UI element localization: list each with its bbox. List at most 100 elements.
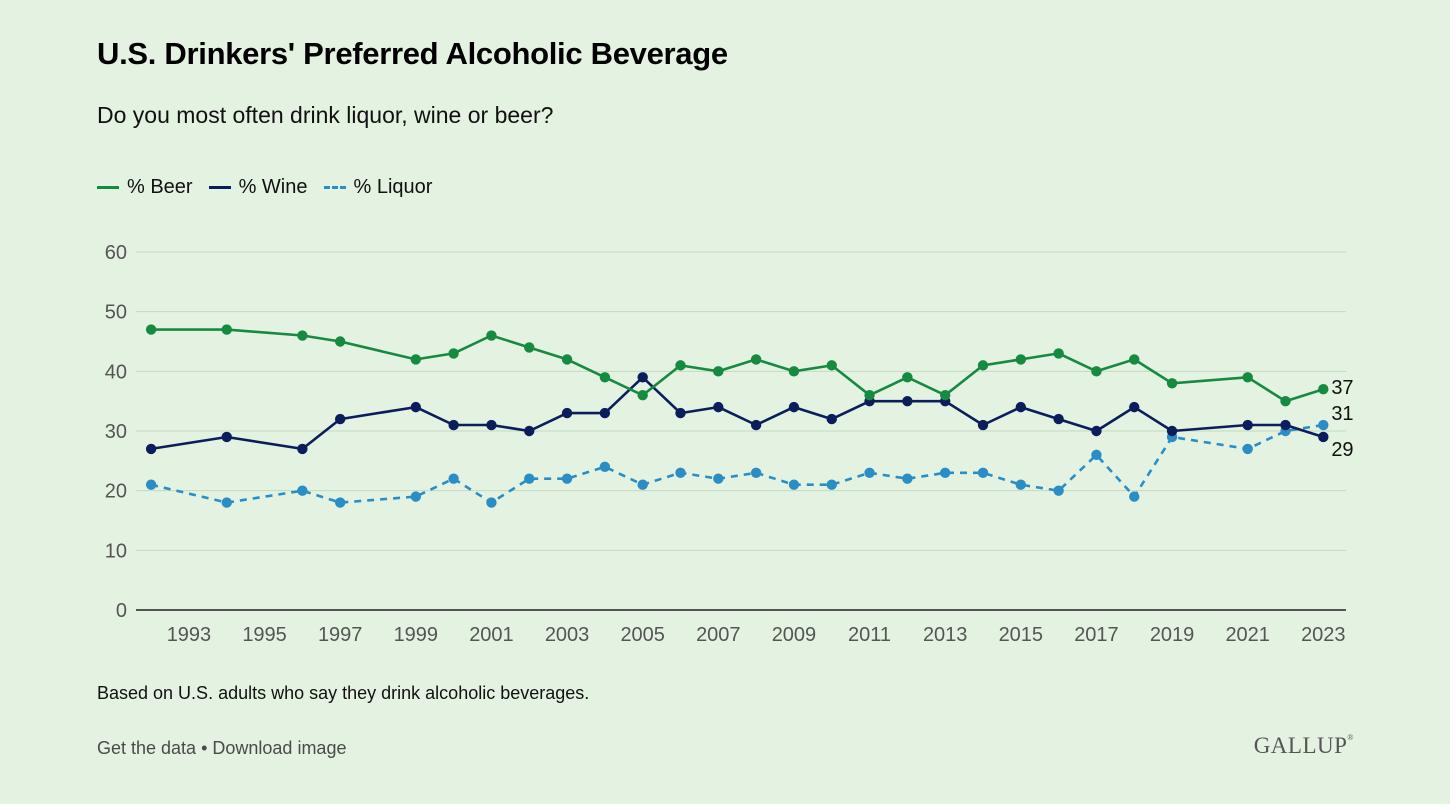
data-point-beer-2013: [939, 390, 951, 401]
gallup-logo: GALLUP®: [1253, 733, 1354, 758]
data-point-wine-2015: [1015, 401, 1027, 413]
legend-item-beer[interactable]: % Beer: [97, 176, 193, 199]
data-point-beer-2017: [1091, 366, 1102, 377]
data-point-liquor-2017: [1091, 449, 1102, 461]
data-point-liquor-2002: [524, 473, 535, 484]
footer-links: Get the data • Download image: [97, 738, 346, 759]
data-point-liquor-2012: [902, 473, 913, 484]
data-point-wine-2000: [448, 419, 459, 431]
data-point-wine-1996: [297, 443, 308, 455]
data-point-beer-2022: [1280, 395, 1291, 407]
data-point-beer-2005: [637, 390, 648, 401]
download-image-link[interactable]: Download image: [212, 738, 347, 758]
x-tick-label-1999: 1999: [394, 624, 439, 646]
data-point-liquor-2009: [788, 479, 800, 490]
data-point-beer-2014: [977, 360, 989, 371]
x-tick-label-1997: 1997: [318, 624, 363, 646]
data-point-wine-2010: [826, 413, 837, 425]
data-point-wine-2006: [675, 407, 686, 419]
chart-subtitle: Do you most often drink liquor, wine or …: [97, 102, 554, 128]
data-point-wine-2009: [788, 401, 800, 413]
data-point-liquor-2005: [637, 479, 648, 490]
end-label-liquor: 31: [1331, 403, 1353, 425]
data-point-wine-2002: [524, 425, 535, 437]
data-point-wine-2008: [750, 419, 762, 431]
data-point-beer-2006: [675, 360, 686, 371]
data-point-wine-1999: [410, 401, 422, 413]
data-point-wine-2018: [1129, 401, 1140, 413]
data-point-wine-1992: [145, 443, 157, 455]
x-tick-label-1993: 1993: [167, 624, 212, 646]
data-point-liquor-2007: [713, 473, 724, 484]
data-point-wine-2012: [902, 395, 913, 407]
data-point-liquor-2014: [977, 467, 989, 478]
x-tick-label-2015: 2015: [999, 624, 1044, 646]
data-point-liquor-2021: [1242, 443, 1253, 455]
x-tick-label-2007: 2007: [696, 624, 741, 646]
legend: % Beer % Wine % Liquor: [97, 174, 448, 200]
data-point-beer-2004: [599, 372, 611, 383]
data-point-liquor-1994: [221, 497, 232, 508]
data-point-wine-2021: [1242, 419, 1253, 431]
y-tick-label-20: 20: [105, 481, 127, 503]
legend-item-wine[interactable]: % Wine: [208, 175, 308, 199]
data-point-beer-1997: [334, 336, 346, 347]
chart-title: U.S. Drinkers' Preferred Alcoholic Bever…: [97, 36, 728, 71]
data-point-wine-1994: [221, 431, 232, 443]
data-point-liquor-2015: [1015, 479, 1027, 490]
data-point-wine-2004: [599, 407, 611, 419]
x-tick-label-2023: 2023: [1301, 624, 1346, 646]
data-point-beer-2000: [448, 348, 459, 359]
end-label-wine: 29: [1331, 439, 1353, 461]
chart-note: Based on U.S. adults who say they drink …: [97, 683, 590, 703]
data-point-liquor-2001: [486, 497, 497, 508]
data-point-beer-1999: [410, 354, 422, 365]
data-point-beer-2019: [1166, 378, 1178, 389]
legend-label-wine: % Wine: [238, 175, 308, 198]
end-label-beer: 37: [1331, 377, 1353, 399]
data-point-liquor-2008: [750, 467, 762, 478]
y-tick-label-50: 50: [105, 302, 127, 324]
series-line-wine: [150, 376, 1324, 451]
data-point-beer-1994: [221, 324, 232, 335]
data-point-wine-2023: [1318, 431, 1329, 443]
data-point-beer-2008: [750, 354, 762, 365]
data-point-liquor-1999: [410, 491, 422, 502]
data-point-beer-2002: [524, 342, 535, 353]
data-point-liquor-2010: [826, 479, 837, 490]
y-tick-label-40: 40: [105, 361, 127, 383]
x-tick-label-1995: 1995: [242, 624, 287, 646]
data-point-liquor-1997: [334, 497, 346, 508]
data-point-liquor-1992: [145, 479, 157, 490]
data-point-beer-2015: [1015, 354, 1027, 365]
series-line-liquor: [150, 423, 1324, 504]
y-tick-label-60: 60: [105, 242, 127, 264]
data-point-liquor-2006: [675, 467, 686, 478]
data-point-beer-2023: [1318, 384, 1329, 395]
data-point-wine-2005: [637, 372, 648, 383]
data-point-beer-2016: [1053, 348, 1064, 359]
legend-swatch-liquor: [323, 185, 346, 189]
data-point-beer-2003: [561, 354, 573, 365]
y-tick-label-10: 10: [105, 540, 127, 562]
data-point-wine-2016: [1053, 413, 1064, 425]
legend-item-liquor[interactable]: % Liquor: [323, 175, 433, 199]
data-point-beer-1996: [297, 330, 308, 341]
data-point-beer-2012: [902, 372, 913, 383]
data-point-liquor-2011: [864, 467, 875, 478]
data-point-beer-2018: [1129, 354, 1140, 365]
footer-separator: •: [196, 738, 213, 758]
legend-swatch-wine: [208, 185, 231, 189]
legend-label-beer: % Beer: [127, 175, 193, 198]
legend-label-liquor: % Liquor: [353, 175, 433, 198]
data-point-beer-2011: [864, 390, 875, 401]
series-line-beer: [151, 328, 1324, 403]
data-point-liquor-2023: [1318, 419, 1329, 431]
x-tick-label-2013: 2013: [923, 624, 968, 646]
data-point-liquor-2000: [448, 473, 459, 484]
data-point-beer-1992: [145, 324, 157, 335]
get-data-link[interactable]: Get the data: [97, 738, 197, 758]
y-tick-label-30: 30: [105, 421, 127, 443]
data-point-wine-2007: [713, 401, 724, 413]
